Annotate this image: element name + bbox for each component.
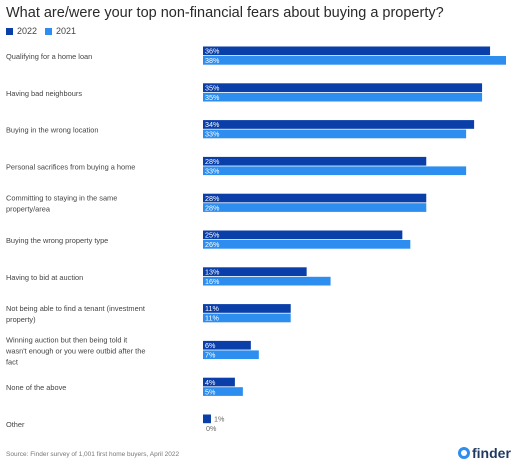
finder-logo: finder — [458, 445, 511, 461]
data-label-2021: 11% — [205, 314, 219, 323]
legend-swatch-2021 — [45, 27, 53, 35]
legend-label-2022: 2022 — [17, 26, 38, 36]
data-label-2022: 1% — [214, 415, 225, 424]
bar-2022 — [203, 304, 291, 313]
bar-2022 — [203, 340, 251, 350]
bar-2021 — [203, 276, 331, 286]
bar-2022 — [203, 230, 403, 240]
bar-2021 — [203, 92, 483, 102]
bar-2021 — [203, 166, 467, 176]
bar-2022 — [203, 267, 307, 276]
bar-2021 — [203, 387, 243, 396]
bar-2021 — [203, 240, 411, 249]
bar-2022 — [203, 377, 235, 387]
category-label: Personal sacrifices from buying a home — [6, 162, 135, 171]
category-label: Not being able to find a tenant (investm… — [6, 304, 145, 324]
legend-label-2021: 2021 — [56, 26, 77, 36]
category-label: Having bad neighbours — [6, 89, 82, 98]
chart-title: What are/were your top non-financial fea… — [6, 5, 444, 21]
finder-logo-icon — [458, 447, 470, 459]
category-label: Buying the wrong property type — [6, 236, 108, 245]
bar-2022 — [203, 193, 427, 203]
category-label: Having to bid at auction — [6, 273, 83, 282]
category-label: None of the above — [6, 383, 66, 392]
bar-2022 — [203, 414, 211, 424]
data-label-2022: 13% — [205, 267, 220, 276]
bar-2022 — [203, 120, 475, 129]
bar-2021 — [203, 350, 259, 360]
legend-swatch-2022 — [6, 27, 13, 35]
bar-2022 — [203, 46, 491, 56]
data-label-2022: 34% — [205, 120, 220, 129]
data-label-2022: 4% — [205, 378, 216, 387]
data-label-2022: 25% — [205, 231, 220, 240]
category-label: Qualifying for a home loan — [6, 52, 92, 61]
source-note: Source: Finder survey of 1,001 first hom… — [6, 451, 180, 458]
bar-2022 — [203, 156, 427, 166]
data-label-2021: 35% — [205, 93, 220, 102]
bar-2021 — [203, 203, 427, 212]
data-label-2022: 28% — [205, 157, 220, 166]
data-label-2022: 6% — [205, 341, 216, 350]
data-label-2021: 28% — [205, 203, 220, 212]
data-label-2021: 26% — [205, 240, 220, 249]
data-label-2021: 38% — [205, 56, 220, 65]
finder-logo-text: finder — [472, 445, 511, 461]
bar-2021 — [203, 56, 506, 65]
category-label: Other — [6, 420, 25, 429]
data-label-2021: 33% — [205, 130, 220, 139]
legend-item-2021: 2021 — [45, 26, 76, 36]
category-label: Buying in the wrong location — [6, 126, 98, 135]
bar-2021 — [203, 129, 467, 139]
data-label-2021: 5% — [205, 387, 216, 396]
data-label-2021: 0% — [206, 424, 217, 433]
bar-2022 — [203, 83, 483, 92]
data-label-2021: 16% — [205, 277, 220, 286]
category-label: Committing to staying in the same propert… — [6, 194, 117, 214]
legend: 2022 2021 — [6, 26, 84, 36]
bar-2021 — [203, 313, 291, 323]
data-label-2021: 7% — [205, 351, 216, 360]
data-label-2022: 28% — [205, 194, 220, 203]
data-label-2022: 35% — [205, 83, 220, 92]
data-label-2022: 11% — [205, 304, 219, 313]
legend-item-2022: 2022 — [6, 26, 37, 36]
category-label: Winning auction but then being told it wa… — [5, 335, 145, 366]
data-label-2021: 33% — [205, 167, 220, 176]
data-label-2022: 36% — [205, 47, 220, 56]
